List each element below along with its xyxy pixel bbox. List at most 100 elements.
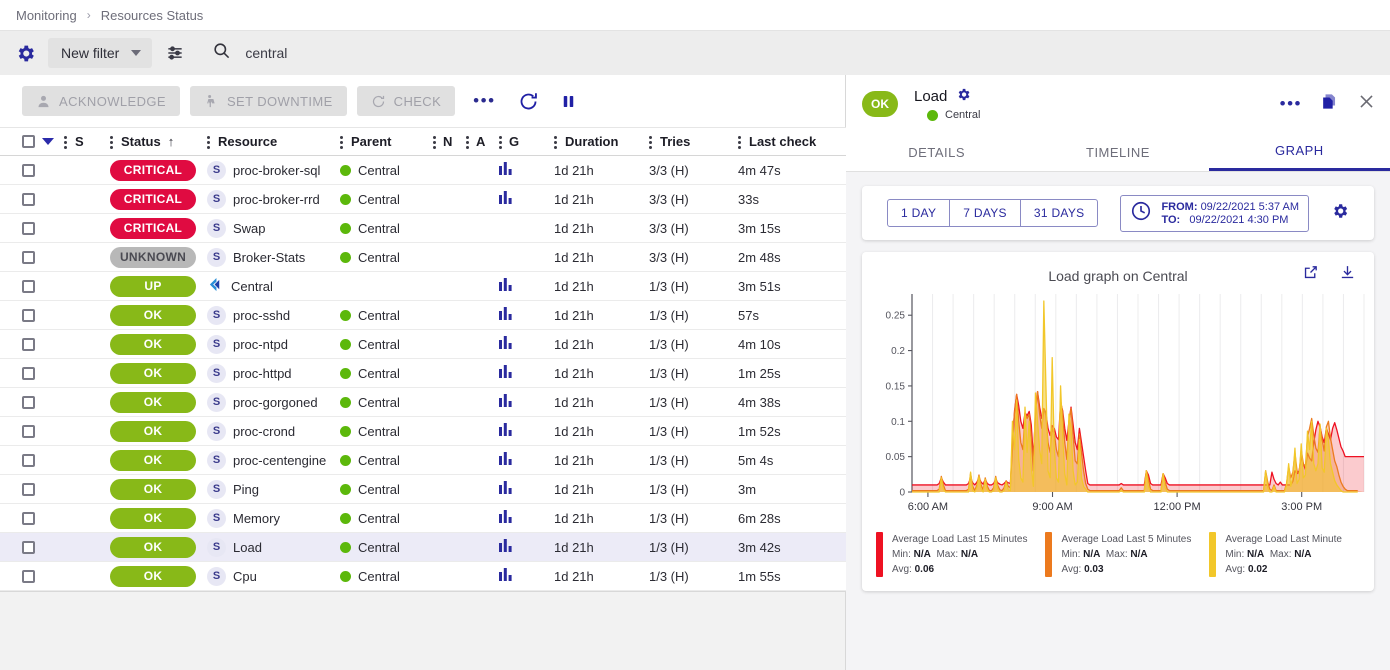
row-resource-cell[interactable]: S Load: [207, 537, 340, 557]
drag-handle-icon[interactable]: [649, 135, 653, 149]
header-caret[interactable]: [42, 138, 64, 145]
row-checkbox-cell[interactable]: [0, 482, 42, 496]
row-checkbox-cell[interactable]: [0, 308, 42, 322]
refresh-icon[interactable]: [514, 86, 544, 116]
external-link-icon[interactable]: [1302, 264, 1319, 286]
sort-asc-icon[interactable]: ↑: [167, 134, 175, 149]
row-resource[interactable]: proc-sshd: [233, 307, 291, 323]
row-checkbox-cell[interactable]: [0, 395, 42, 409]
row-g-cell[interactable]: [499, 365, 554, 381]
row-resource[interactable]: proc-ntpd: [233, 336, 288, 352]
row-parent-cell[interactable]: Central: [340, 366, 433, 381]
row-checkbox[interactable]: [22, 163, 35, 177]
row-resource[interactable]: Broker-Stats: [233, 249, 306, 265]
row-parent-cell[interactable]: Central: [340, 250, 433, 265]
gear-icon[interactable]: [8, 36, 42, 70]
row-checkbox-cell[interactable]: [0, 279, 42, 293]
row-g-cell[interactable]: [499, 568, 554, 584]
header-tries[interactable]: Tries: [649, 134, 738, 149]
drag-handle-icon[interactable]: [64, 135, 68, 149]
row-resource[interactable]: proc-gorgoned: [233, 394, 318, 410]
drag-handle-icon[interactable]: [738, 135, 742, 149]
row-resource[interactable]: Cpu: [233, 568, 257, 584]
legend-item[interactable]: Average Load Last 5 Minutes Min: N/A Max:…: [1045, 532, 1191, 577]
table-row[interactable]: OK S Cpu Central 1d 21h 1/3 (H) 1m 55s: [0, 562, 846, 591]
table-row[interactable]: UNKNOWN S Broker-Stats Central 1d 21h 3/3 (H)…: [0, 243, 846, 272]
table-row[interactable]: CRITICAL S Swap Central 1d 21h 3/3 (H) 3m 15s: [0, 214, 846, 243]
row-g-cell[interactable]: [499, 510, 554, 526]
row-resource-cell[interactable]: S Broker-Stats: [207, 247, 340, 267]
legend-item[interactable]: Average Load Last Minute Min: N/A Max: N/…: [1209, 532, 1342, 577]
table-row[interactable]: UP Central 1d 21h 1/3 (H) 3m 51s: [0, 272, 846, 301]
drag-handle-icon[interactable]: [433, 135, 437, 149]
graph-icon[interactable]: [499, 162, 513, 178]
graph-icon[interactable]: [499, 307, 513, 323]
graph-icon[interactable]: [499, 539, 513, 555]
row-resource-cell[interactable]: S Memory: [207, 508, 340, 528]
row-checkbox-cell[interactable]: [0, 511, 42, 525]
table-row[interactable]: OK S Ping Central 1d 21h 1/3 (H) 3m: [0, 475, 846, 504]
row-g-cell[interactable]: [499, 481, 554, 497]
row-resource[interactable]: Ping: [233, 481, 260, 497]
graph-settings-gear-icon[interactable]: [1331, 202, 1349, 225]
search-input[interactable]: central: [245, 45, 288, 61]
row-g-cell[interactable]: [499, 452, 554, 468]
graph-icon[interactable]: [499, 394, 513, 410]
row-resource[interactable]: Central: [231, 278, 273, 294]
row-checkbox-cell[interactable]: [0, 221, 42, 235]
row-resource[interactable]: proc-broker-sql: [233, 162, 321, 178]
tab-details[interactable]: DETAILS: [908, 144, 966, 160]
row-checkbox[interactable]: [22, 511, 35, 525]
row-parent-cell[interactable]: Central: [340, 540, 433, 555]
graph-icon[interactable]: [499, 452, 513, 468]
row-checkbox-cell[interactable]: [0, 366, 42, 380]
chevron-down-icon[interactable]: [42, 138, 54, 145]
row-checkbox[interactable]: [22, 395, 35, 409]
row-checkbox-cell[interactable]: [0, 163, 42, 177]
row-checkbox-cell[interactable]: [0, 424, 42, 438]
row-checkbox[interactable]: [22, 540, 35, 554]
graph-icon[interactable]: [499, 365, 513, 381]
row-checkbox[interactable]: [22, 250, 35, 264]
row-checkbox[interactable]: [22, 366, 35, 380]
row-parent-cell[interactable]: Central: [340, 424, 433, 439]
graph-icon[interactable]: [499, 336, 513, 352]
header-resource[interactable]: Resource: [207, 134, 340, 149]
graph-icon[interactable]: [499, 568, 513, 584]
set-downtime-button[interactable]: SET DOWNTIME: [189, 86, 347, 116]
row-resource[interactable]: Swap: [233, 220, 266, 236]
row-parent-cell[interactable]: Central: [340, 163, 433, 178]
copy-icon[interactable]: [1320, 92, 1339, 116]
range-option-1-day[interactable]: 1 DAY: [888, 200, 951, 226]
row-checkbox[interactable]: [22, 279, 35, 293]
header-g[interactable]: G: [499, 134, 554, 149]
close-icon[interactable]: [1357, 92, 1376, 116]
gear-icon[interactable]: [956, 87, 971, 106]
row-parent-cell[interactable]: Central: [340, 395, 433, 410]
drag-handle-icon[interactable]: [110, 135, 114, 149]
table-row[interactable]: OK S Load Central 1d 21h 1/3 (H) 3m 42s: [0, 533, 846, 562]
tab-timeline[interactable]: TIMELINE: [1086, 144, 1150, 160]
row-parent-cell[interactable]: Central: [340, 192, 433, 207]
row-resource[interactable]: proc-httpd: [233, 365, 292, 381]
graph-icon[interactable]: [499, 481, 513, 497]
row-checkbox[interactable]: [22, 192, 35, 206]
graph-icon[interactable]: [499, 278, 513, 294]
drag-handle-icon[interactable]: [340, 135, 344, 149]
check-button[interactable]: CHECK: [356, 86, 456, 116]
drag-handle-icon[interactable]: [466, 135, 470, 149]
row-resource[interactable]: Memory: [233, 510, 280, 526]
row-checkbox-cell[interactable]: [0, 569, 42, 583]
row-checkbox[interactable]: [22, 424, 35, 438]
detail-parent-label[interactable]: Central: [945, 109, 981, 121]
